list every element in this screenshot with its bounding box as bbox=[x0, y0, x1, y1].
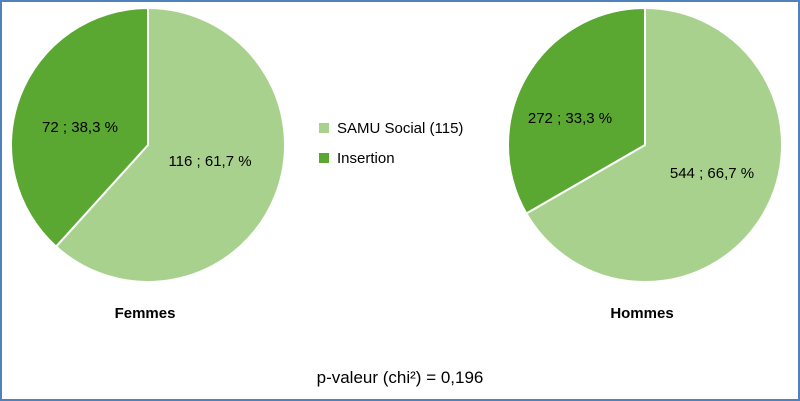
slice-label-femmes-insertion: 72 ; 38,3 % bbox=[42, 119, 118, 136]
pie-hommes bbox=[507, 6, 783, 283]
p-value-footer: p-valeur (chi²) = 0,196 bbox=[317, 368, 484, 387]
legend-label-insertion: Insertion bbox=[337, 150, 395, 167]
pie-title-femmes: Femmes bbox=[115, 305, 176, 322]
legend-swatch-samu bbox=[319, 123, 329, 133]
pie-slice-hommes-insertion bbox=[507, 6, 646, 215]
slice-label-femmes-samu: 116 ; 61,7 % bbox=[168, 153, 251, 170]
pie-femmes bbox=[10, 6, 286, 283]
pie-slice-femmes-insertion bbox=[10, 6, 149, 249]
slice-label-hommes-samu: 544 ; 66,7 % bbox=[670, 165, 754, 182]
legend: SAMU Social (115) Insertion bbox=[319, 120, 463, 167]
pie-slice-femmes-samu bbox=[54, 6, 286, 283]
legend-swatch-insertion bbox=[319, 153, 329, 163]
pie-slice-hommes-samu bbox=[524, 6, 783, 283]
pie-title-hommes: Hommes bbox=[610, 305, 673, 322]
slice-label-hommes-insertion: 272 ; 33,3 % bbox=[528, 110, 612, 127]
legend-label-samu: SAMU Social (115) bbox=[337, 120, 463, 137]
